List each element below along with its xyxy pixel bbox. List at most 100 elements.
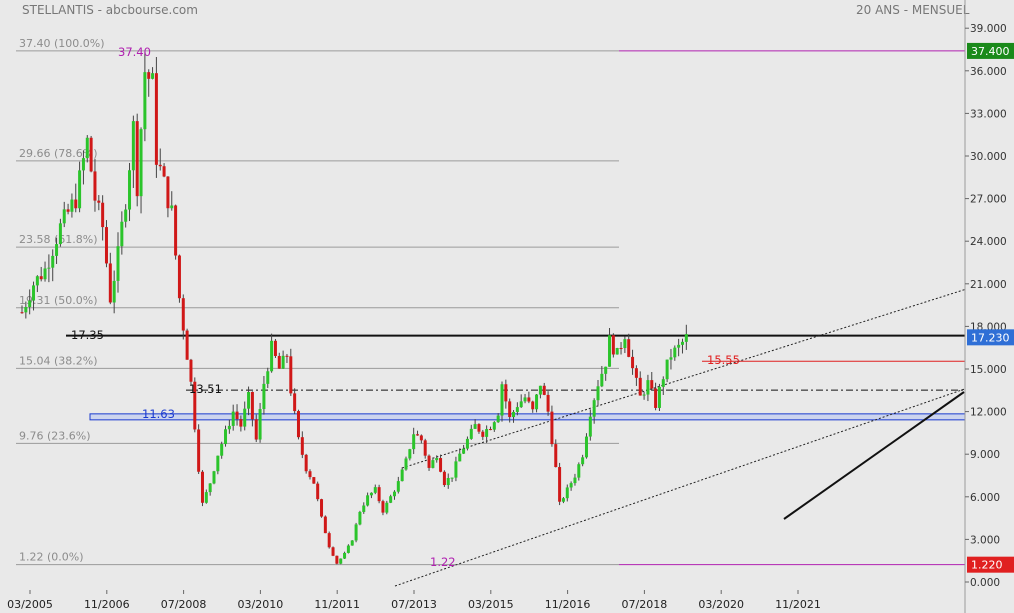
candle-down <box>189 359 193 382</box>
candle-down <box>235 411 239 420</box>
candle-up <box>220 444 224 456</box>
candle-up <box>339 558 343 564</box>
candle-up <box>515 407 519 412</box>
candle-down <box>239 419 243 427</box>
candle-down <box>423 440 427 456</box>
candle-up <box>343 552 347 559</box>
candle-down <box>177 255 181 299</box>
candle-down <box>197 429 201 472</box>
candle-up <box>28 300 32 308</box>
candle-up <box>224 429 228 445</box>
candle-down <box>101 202 105 228</box>
fib-level-label: 9.76 (23.6%) <box>19 429 91 442</box>
candle-down <box>66 209 70 212</box>
candle-down <box>304 454 308 472</box>
candle-up <box>657 386 661 408</box>
candle-down <box>293 393 297 412</box>
candle-up <box>112 280 116 303</box>
candle-up <box>85 137 89 159</box>
candle-down <box>427 455 431 468</box>
price-tick-label: 33.000 <box>970 108 1007 120</box>
candle-up <box>462 448 466 454</box>
candle-up <box>266 371 270 384</box>
candle-up <box>354 524 358 541</box>
candle-down <box>419 435 423 441</box>
price-tick-label: 21.000 <box>970 279 1007 291</box>
candle-down <box>327 533 331 548</box>
candle-down <box>558 467 562 502</box>
candle-up <box>435 458 439 461</box>
candle-up <box>412 434 416 450</box>
price-badge <box>967 556 1014 573</box>
candle-up <box>227 425 231 430</box>
price-badge <box>967 42 1014 59</box>
candle-up <box>592 400 596 417</box>
candle-down <box>488 429 492 431</box>
time-tick-label: 11/2016 <box>545 598 591 611</box>
candle-down <box>289 356 293 394</box>
candle-down <box>312 477 316 484</box>
candle-up <box>565 487 569 499</box>
candle-up <box>55 244 59 256</box>
candle-up <box>170 205 174 209</box>
candle-down <box>316 483 320 500</box>
price-tick-label: 0.000 <box>970 577 1000 589</box>
price-tick-label: 6.000 <box>970 492 1000 504</box>
price-tick-label: 9.000 <box>970 449 1000 461</box>
candle-down <box>654 388 658 408</box>
level-annotation: 11.63 <box>142 407 175 421</box>
candle-up <box>642 394 646 396</box>
candle-down <box>300 437 304 455</box>
candle-down <box>631 356 635 369</box>
candle-down <box>285 355 289 357</box>
candle-down <box>277 355 281 369</box>
candle-down <box>323 516 327 534</box>
candle-down <box>250 391 254 420</box>
candle-up <box>143 72 147 130</box>
price-badge-label: 37.400 <box>971 45 1010 58</box>
candle-down <box>185 330 189 360</box>
chart-period: 20 ANS - MENSUEL <box>856 3 970 17</box>
candle-up <box>362 505 366 512</box>
candle-up <box>58 223 62 245</box>
candle-down <box>627 339 631 357</box>
candle-up <box>600 373 604 387</box>
candle-up <box>523 397 527 402</box>
candle-up <box>450 477 454 479</box>
fib-level-label: 29.66 (78.6%) <box>19 147 98 160</box>
candle-up <box>32 285 36 301</box>
candle-up <box>500 384 504 416</box>
candle-up <box>258 409 262 440</box>
candle-up <box>408 449 412 459</box>
candle-up <box>665 359 669 380</box>
candle-up <box>47 267 51 269</box>
candle-down <box>104 227 108 264</box>
candle-down <box>296 411 300 438</box>
candle-down <box>416 434 420 436</box>
candle-up <box>78 170 82 209</box>
candle-up <box>538 385 542 395</box>
fib-level-label: 1.22 (0.0%) <box>19 551 84 564</box>
candle-down <box>181 298 185 331</box>
candle-up <box>369 492 373 496</box>
candle-up <box>392 491 396 497</box>
level-annotation: 13.51 <box>189 382 222 396</box>
candle-down <box>193 381 197 430</box>
candle-up <box>569 483 573 488</box>
candle-up <box>577 464 581 478</box>
candle-up <box>124 209 128 222</box>
candle-down <box>320 499 324 517</box>
candle-up <box>473 424 477 429</box>
candle-up <box>615 348 619 355</box>
candle-up <box>404 458 408 470</box>
time-tick-label: 11/2021 <box>775 598 821 611</box>
candle-up <box>216 455 220 472</box>
candle-down <box>634 368 638 378</box>
candle-up <box>208 483 212 493</box>
fib-level-label: 37.40 (100.0%) <box>19 37 105 50</box>
candle-up <box>116 246 120 281</box>
time-tick-label: 03/2005 <box>7 598 53 611</box>
candle-up <box>43 268 47 280</box>
candle-up <box>596 386 600 401</box>
candle-down <box>166 176 170 209</box>
